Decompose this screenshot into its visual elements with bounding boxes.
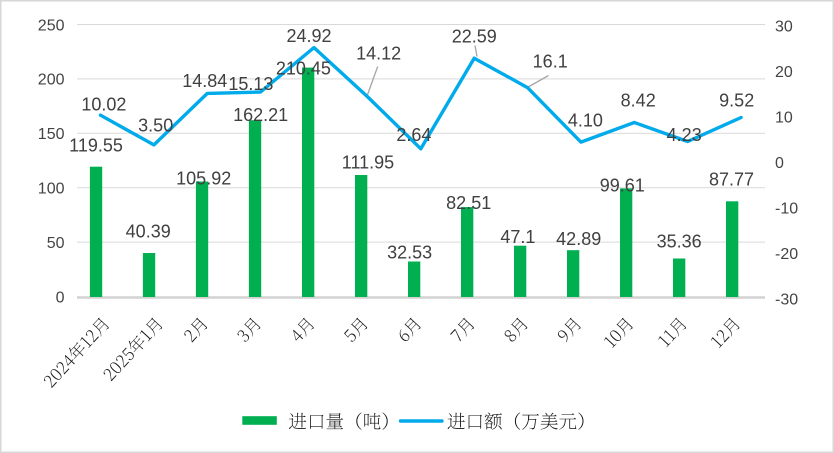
svg-text:42.89: 42.89: [556, 229, 601, 249]
svg-text:2.64: 2.64: [396, 125, 431, 145]
svg-text:8.42: 8.42: [621, 91, 656, 111]
svg-text:35.36: 35.36: [657, 231, 702, 251]
svg-text:24.92: 24.92: [286, 26, 331, 46]
svg-text:9.52: 9.52: [719, 90, 754, 110]
svg-text:250: 250: [38, 17, 65, 34]
svg-text:99.61: 99.61: [600, 176, 645, 196]
svg-text:15.13: 15.13: [228, 74, 273, 94]
svg-text:20: 20: [775, 64, 793, 81]
svg-text:119.55: 119.55: [69, 136, 123, 156]
svg-text:111.95: 111.95: [342, 152, 394, 172]
svg-text:16.1: 16.1: [533, 52, 568, 72]
svg-text:10: 10: [775, 110, 793, 127]
svg-text:47.1: 47.1: [500, 227, 535, 247]
svg-text:-30: -30: [775, 292, 798, 309]
svg-text:50: 50: [47, 235, 65, 252]
svg-text:40.39: 40.39: [126, 222, 171, 242]
svg-text:22.59: 22.59: [452, 26, 497, 46]
svg-text:-10: -10: [775, 201, 798, 218]
svg-text:82.51: 82.51: [446, 193, 491, 213]
svg-text:210.45: 210.45: [276, 58, 331, 78]
svg-text:30: 30: [775, 19, 793, 36]
svg-text:150: 150: [38, 126, 65, 143]
svg-text:4.23: 4.23: [667, 125, 702, 145]
svg-text:105.92: 105.92: [176, 168, 231, 188]
svg-text:-20: -20: [775, 246, 798, 263]
svg-text:3.50: 3.50: [138, 116, 173, 136]
svg-text:0: 0: [775, 155, 784, 172]
svg-text:162.21: 162.21: [233, 105, 288, 125]
svg-text:100: 100: [38, 181, 65, 198]
svg-text:0: 0: [56, 289, 65, 306]
svg-text:14.84: 14.84: [182, 71, 227, 91]
svg-text:87.77: 87.77: [709, 170, 754, 190]
svg-text:32.53: 32.53: [387, 243, 432, 263]
svg-text:4.10: 4.10: [568, 110, 603, 130]
svg-text:14.12: 14.12: [356, 44, 401, 64]
svg-text:200: 200: [38, 72, 65, 89]
svg-text:10.02: 10.02: [81, 95, 126, 115]
